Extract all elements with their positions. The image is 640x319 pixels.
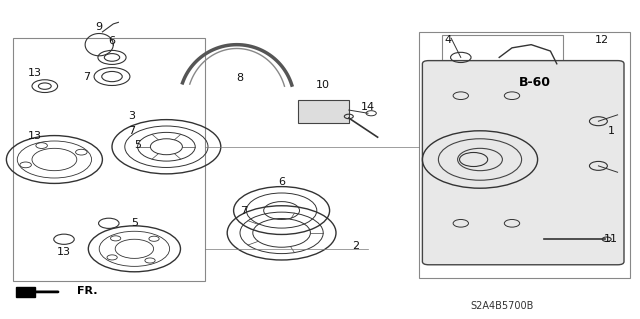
Text: 13: 13 [28,130,42,141]
Polygon shape [16,287,35,297]
Text: 9: 9 [95,22,103,32]
Text: 1: 1 [608,126,614,136]
Text: 11: 11 [604,234,618,244]
Text: 4: 4 [444,35,452,45]
Text: 13: 13 [28,68,42,78]
FancyBboxPatch shape [422,61,624,265]
Text: 7: 7 [127,126,135,136]
Text: 10: 10 [316,79,330,90]
Text: 5: 5 [131,218,138,228]
Text: 7: 7 [83,71,90,82]
Text: 6: 6 [109,36,115,47]
Text: 2: 2 [351,241,359,251]
Text: S2A4B5700B: S2A4B5700B [470,301,534,311]
Text: 7: 7 [239,205,247,216]
Text: FR.: FR. [77,286,97,296]
Text: 13: 13 [57,247,71,257]
Bar [419,32,630,278]
Text: 5: 5 [134,140,141,150]
Text: 6: 6 [278,177,285,187]
Text: 3: 3 [128,111,134,122]
Bar [13,38,205,281]
Bar [442,35,563,121]
Text: 14: 14 [361,102,375,112]
Bar [298,100,349,123]
Text: 8: 8 [236,73,244,83]
Text: 12: 12 [595,35,609,45]
Text: B-60: B-60 [518,77,550,89]
